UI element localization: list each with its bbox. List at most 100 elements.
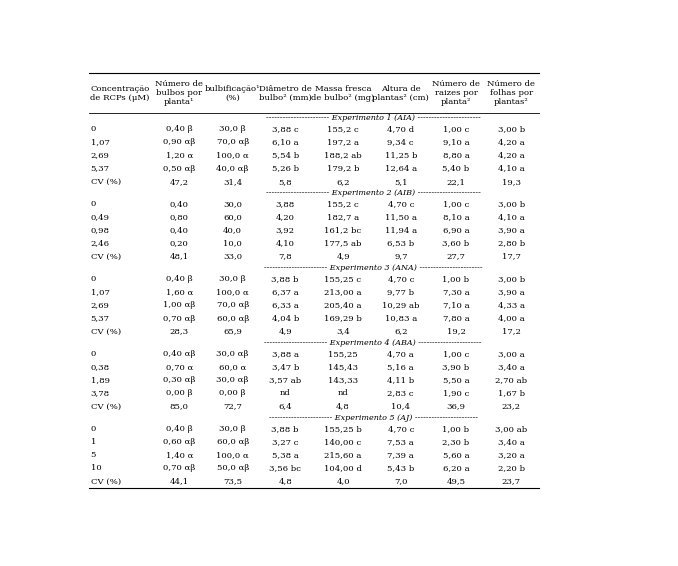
Text: 7,10 a: 7,10 a [443, 302, 469, 310]
Text: 3,90 b: 3,90 b [442, 363, 470, 371]
Text: 2,69: 2,69 [91, 302, 109, 310]
Text: 3,92: 3,92 [276, 226, 295, 234]
Text: 27,7: 27,7 [447, 252, 465, 260]
Text: 10: 10 [91, 465, 101, 473]
Text: 0: 0 [91, 126, 96, 134]
Text: 5: 5 [91, 451, 96, 460]
Text: 10,29 ab: 10,29 ab [382, 302, 420, 310]
Text: 4,20 a: 4,20 a [498, 139, 525, 147]
Text: 2,80 b: 2,80 b [498, 239, 525, 247]
Text: 4,10 a: 4,10 a [498, 213, 525, 221]
Text: 155,2 c: 155,2 c [327, 200, 359, 208]
Text: 1,89: 1,89 [91, 376, 110, 384]
Text: 2,70 ab: 2,70 ab [495, 376, 527, 384]
Text: 205,40 a: 205,40 a [324, 302, 362, 310]
Text: 1,00 b: 1,00 b [443, 425, 470, 433]
Text: 1,00 αβ: 1,00 αβ [163, 302, 195, 310]
Text: 22,1: 22,1 [447, 178, 465, 186]
Text: 49,5: 49,5 [447, 478, 466, 486]
Text: CV (%): CV (%) [91, 328, 121, 336]
Text: 11,94 a: 11,94 a [384, 226, 417, 234]
Text: 3,57 ab: 3,57 ab [269, 376, 301, 384]
Text: 4,20 a: 4,20 a [498, 152, 525, 160]
Text: 1,40 α: 1,40 α [165, 451, 193, 460]
Text: 161,2 bc: 161,2 bc [324, 226, 361, 234]
Text: 60,0: 60,0 [223, 213, 242, 221]
Text: 6,33 a: 6,33 a [272, 302, 298, 310]
Text: 3,47 b: 3,47 b [271, 363, 299, 371]
Text: Massa fresca
de bulbo² (mg): Massa fresca de bulbo² (mg) [311, 84, 375, 102]
Text: 4,70 c: 4,70 c [388, 425, 414, 433]
Text: 8,80 a: 8,80 a [443, 152, 469, 160]
Text: 7,30 a: 7,30 a [443, 288, 469, 297]
Text: 213,00 a: 213,00 a [324, 288, 362, 297]
Text: 0,90 αβ: 0,90 αβ [163, 139, 195, 147]
Text: 0,70 αβ: 0,70 αβ [163, 465, 195, 473]
Text: 5,16 a: 5,16 a [388, 363, 414, 371]
Text: 2,30 b: 2,30 b [442, 438, 470, 446]
Text: 6,2: 6,2 [336, 178, 350, 186]
Text: 9,34 c: 9,34 c [388, 139, 414, 147]
Text: 1,00 b: 1,00 b [443, 275, 470, 284]
Text: 40,0 αβ: 40,0 αβ [216, 165, 249, 173]
Text: ----------------------- Experimento 5 (AJ) -----------------------: ----------------------- Experimento 5 (A… [268, 414, 478, 422]
Text: ----------------------- Experimento 1 (AIA) -----------------------: ----------------------- Experimento 1 (A… [266, 114, 481, 122]
Text: 3,40 a: 3,40 a [498, 438, 525, 446]
Text: 0,49: 0,49 [91, 213, 110, 221]
Text: 0,30 αβ: 0,30 αβ [163, 376, 195, 384]
Text: 17,2: 17,2 [502, 328, 521, 336]
Text: 73,5: 73,5 [223, 478, 242, 486]
Text: 169,29 b: 169,29 b [324, 315, 362, 323]
Text: 30,0 β: 30,0 β [220, 275, 246, 284]
Text: 0,40: 0,40 [170, 226, 189, 234]
Text: 3,27 c: 3,27 c [272, 438, 298, 446]
Text: 145,43: 145,43 [328, 363, 358, 371]
Text: 2,83 c: 2,83 c [388, 389, 414, 397]
Text: 0,70 αβ: 0,70 αβ [163, 315, 195, 323]
Text: ----------------------- Experimento 3 (ANA) -----------------------: ----------------------- Experimento 3 (A… [264, 264, 483, 272]
Text: 3,40 a: 3,40 a [498, 363, 525, 371]
Text: 4,0: 4,0 [336, 478, 350, 486]
Text: 9,7: 9,7 [394, 252, 407, 260]
Text: 9,77 b: 9,77 b [387, 288, 414, 297]
Text: 6,20 a: 6,20 a [443, 465, 469, 473]
Text: Diâmetro de
bulbo² (mm): Diâmetro de bulbo² (mm) [259, 84, 312, 102]
Text: 4,70 a: 4,70 a [387, 350, 414, 358]
Text: 0,38: 0,38 [91, 363, 110, 371]
Text: 3,20 a: 3,20 a [498, 451, 525, 460]
Text: 0,20: 0,20 [170, 239, 188, 247]
Text: 65,9: 65,9 [223, 328, 242, 336]
Text: bulbificação¹
(%): bulbificação¹ (%) [205, 84, 260, 102]
Text: 33,0: 33,0 [223, 252, 242, 260]
Text: 0,40 β: 0,40 β [166, 425, 193, 433]
Text: 1,00 c: 1,00 c [443, 350, 469, 358]
Text: 4,11 b: 4,11 b [387, 376, 414, 384]
Text: 4,8: 4,8 [279, 478, 292, 486]
Text: 0,50 αβ: 0,50 αβ [163, 165, 195, 173]
Text: 5,38 a: 5,38 a [272, 451, 298, 460]
Text: 4,70 d: 4,70 d [387, 126, 414, 134]
Text: 4,9: 4,9 [336, 252, 350, 260]
Text: 6,37 a: 6,37 a [272, 288, 298, 297]
Text: 6,2: 6,2 [394, 328, 407, 336]
Text: 5,60 a: 5,60 a [443, 451, 469, 460]
Text: 0,40: 0,40 [170, 200, 189, 208]
Text: 1,90 c: 1,90 c [443, 389, 469, 397]
Text: 19,2: 19,2 [447, 328, 465, 336]
Text: 60,0 αβ: 60,0 αβ [216, 315, 249, 323]
Text: 2,20 b: 2,20 b [498, 465, 525, 473]
Text: 11,25 b: 11,25 b [384, 152, 417, 160]
Text: 5,37: 5,37 [91, 315, 110, 323]
Text: 3,00 a: 3,00 a [498, 350, 525, 358]
Text: 155,25 c: 155,25 c [325, 275, 361, 284]
Text: 2,69: 2,69 [91, 152, 109, 160]
Text: 60,0 αβ: 60,0 αβ [216, 438, 249, 446]
Text: Número de
folhas por
plantas²: Número de folhas por plantas² [487, 80, 535, 106]
Text: 3,88: 3,88 [275, 200, 295, 208]
Text: 100,0 α: 100,0 α [216, 288, 249, 297]
Text: 0,70 α: 0,70 α [165, 363, 193, 371]
Text: 155,25: 155,25 [328, 350, 358, 358]
Text: 85,0: 85,0 [170, 402, 189, 410]
Text: 50,0 αβ: 50,0 αβ [216, 465, 249, 473]
Text: 5,54 b: 5,54 b [272, 152, 299, 160]
